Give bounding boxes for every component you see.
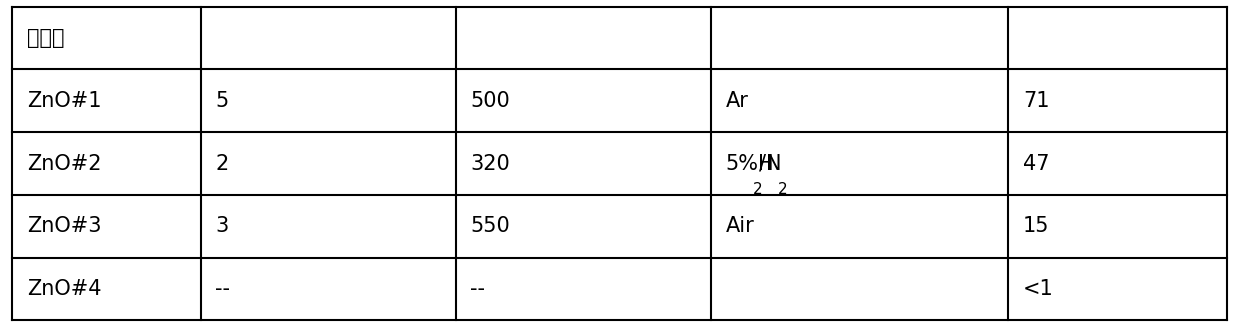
Text: --: --: [216, 279, 230, 299]
Text: ZnO#2: ZnO#2: [27, 153, 102, 174]
Text: 550: 550: [471, 216, 510, 236]
Text: /N: /N: [760, 153, 782, 174]
Text: 2: 2: [753, 182, 763, 197]
Text: 2: 2: [778, 182, 788, 197]
Text: ZnO#4: ZnO#4: [27, 279, 102, 299]
Text: ZnO#1: ZnO#1: [27, 91, 102, 111]
Text: 品编号: 品编号: [27, 28, 64, 48]
Text: 2: 2: [216, 153, 229, 174]
Text: --: --: [471, 279, 486, 299]
Text: Air: Air: [726, 216, 755, 236]
Text: 500: 500: [471, 91, 510, 111]
Text: Ar: Ar: [726, 91, 748, 111]
Text: 15: 15: [1023, 216, 1049, 236]
Text: 71: 71: [1023, 91, 1049, 111]
Text: 47: 47: [1023, 153, 1049, 174]
Text: <1: <1: [1023, 279, 1053, 299]
Text: 5: 5: [216, 91, 229, 111]
Text: 5%H: 5%H: [726, 153, 774, 174]
Text: ZnO#3: ZnO#3: [27, 216, 102, 236]
Text: 320: 320: [471, 153, 510, 174]
Text: 3: 3: [216, 216, 229, 236]
